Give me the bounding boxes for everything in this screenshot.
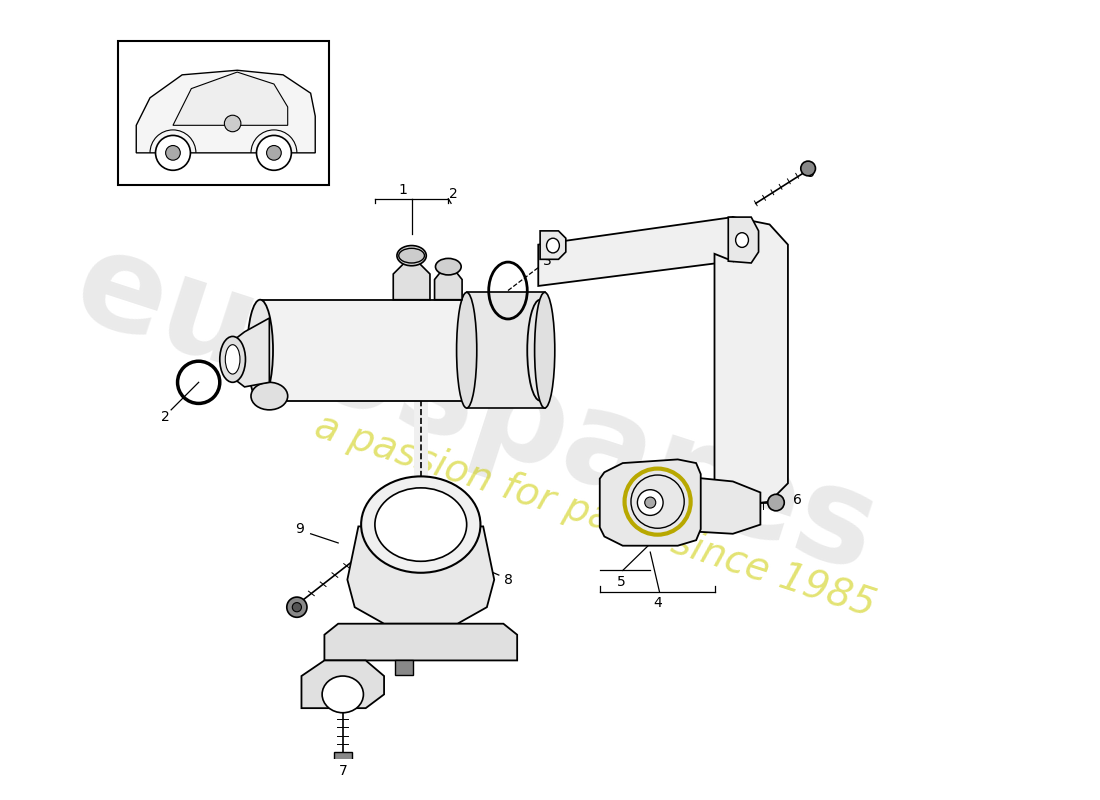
Ellipse shape bbox=[166, 146, 180, 160]
Text: 3: 3 bbox=[543, 254, 552, 268]
Polygon shape bbox=[136, 70, 316, 153]
Polygon shape bbox=[434, 270, 462, 300]
Ellipse shape bbox=[801, 161, 815, 176]
Ellipse shape bbox=[535, 292, 554, 408]
Ellipse shape bbox=[456, 292, 476, 408]
Text: 4: 4 bbox=[653, 596, 662, 610]
Ellipse shape bbox=[287, 597, 307, 618]
Polygon shape bbox=[348, 526, 494, 624]
Text: 2: 2 bbox=[162, 410, 170, 424]
Ellipse shape bbox=[637, 490, 663, 515]
Ellipse shape bbox=[436, 258, 461, 275]
Text: 8: 8 bbox=[505, 573, 514, 586]
Ellipse shape bbox=[248, 300, 273, 401]
Ellipse shape bbox=[251, 382, 288, 410]
Ellipse shape bbox=[322, 676, 363, 713]
Ellipse shape bbox=[645, 497, 656, 508]
Text: 2: 2 bbox=[450, 187, 459, 201]
Text: 5: 5 bbox=[616, 575, 625, 590]
Bar bbox=[333, 752, 352, 765]
Ellipse shape bbox=[220, 337, 245, 382]
Ellipse shape bbox=[155, 135, 190, 170]
Ellipse shape bbox=[375, 488, 466, 562]
Polygon shape bbox=[301, 661, 384, 708]
Polygon shape bbox=[538, 217, 751, 286]
Bar bbox=[261, 300, 540, 401]
Ellipse shape bbox=[256, 135, 292, 170]
Ellipse shape bbox=[527, 300, 553, 401]
Polygon shape bbox=[173, 72, 288, 126]
Bar bbox=[466, 292, 544, 408]
Polygon shape bbox=[728, 217, 759, 263]
Polygon shape bbox=[604, 474, 760, 534]
Ellipse shape bbox=[768, 494, 784, 511]
Text: 7: 7 bbox=[339, 763, 348, 778]
Ellipse shape bbox=[361, 476, 481, 573]
Bar bbox=[118, 41, 329, 185]
Text: eurospares: eurospares bbox=[59, 221, 892, 599]
Polygon shape bbox=[600, 459, 701, 546]
Polygon shape bbox=[715, 217, 788, 506]
Text: 10: 10 bbox=[355, 637, 373, 651]
Polygon shape bbox=[540, 231, 565, 259]
Ellipse shape bbox=[226, 345, 240, 374]
Ellipse shape bbox=[736, 233, 748, 247]
Polygon shape bbox=[228, 318, 270, 387]
Ellipse shape bbox=[266, 146, 282, 160]
Ellipse shape bbox=[547, 238, 560, 253]
Ellipse shape bbox=[397, 246, 427, 266]
Text: 1: 1 bbox=[398, 182, 407, 197]
Bar bbox=[395, 661, 414, 675]
Ellipse shape bbox=[399, 248, 425, 263]
Text: a passion for parts since 1985: a passion for parts since 1985 bbox=[310, 406, 880, 624]
Ellipse shape bbox=[224, 115, 241, 132]
Text: 9: 9 bbox=[295, 522, 304, 536]
Polygon shape bbox=[394, 263, 430, 300]
Ellipse shape bbox=[293, 602, 301, 612]
Polygon shape bbox=[324, 624, 517, 661]
Text: 6: 6 bbox=[806, 166, 815, 180]
Text: 6: 6 bbox=[793, 493, 802, 507]
